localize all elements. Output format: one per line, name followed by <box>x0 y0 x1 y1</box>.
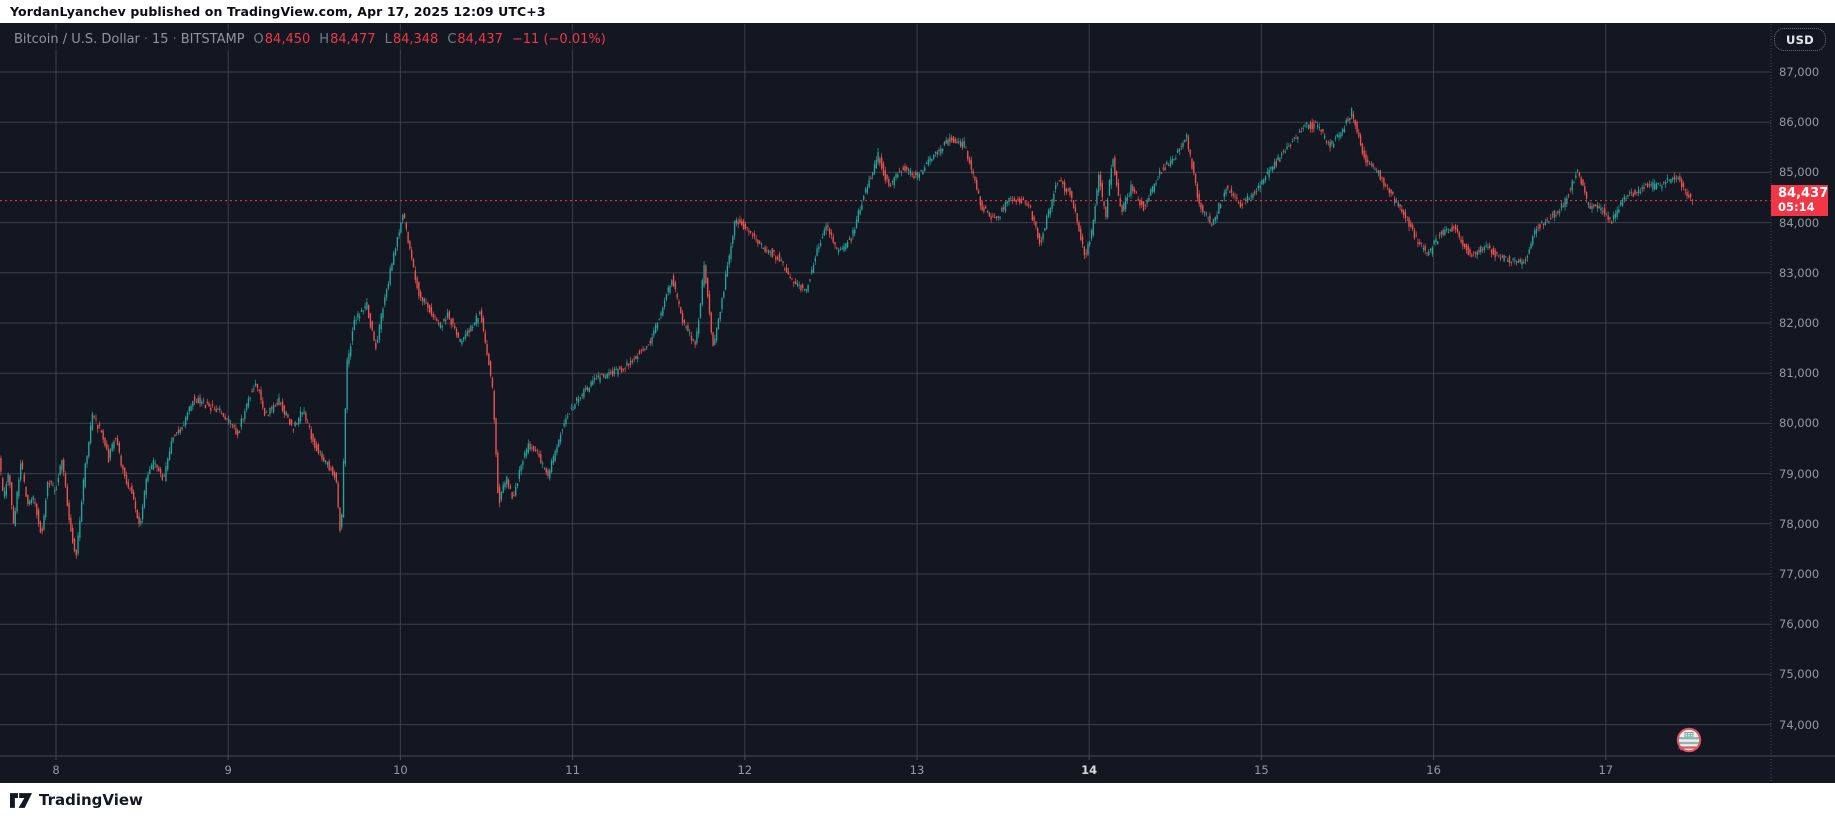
snapshot-footer: TradingView <box>0 783 1835 819</box>
time-tick-label: 13 <box>909 763 925 777</box>
time-tick-label: 17 <box>1598 763 1614 777</box>
currency-usd-button[interactable]: USD <box>1774 28 1826 51</box>
low-value: 84,348 <box>392 32 439 47</box>
open-letter: O <box>253 32 264 47</box>
exchange-label[interactable]: BITSTAMP <box>180 32 245 47</box>
price-tick-label: 86,000 <box>1779 115 1820 130</box>
price-tick-label: 81,000 <box>1779 366 1820 381</box>
time-tick-label: 11 <box>565 763 580 777</box>
legend-separator: · <box>143 32 149 47</box>
tradingview-logo-icon <box>10 792 32 808</box>
time-axis[interactable]: 8 9 10 11 12 13 14 15 16 17 <box>0 756 1835 783</box>
tradingview-wordmark: TradingView <box>39 791 143 809</box>
price-tick-label: 75,000 <box>1779 667 1820 682</box>
time-tick-label: 10 <box>393 763 408 777</box>
price-axis[interactable]: 87,000 86,000 85,000 84,000 83,000 82,000 81,0… <box>1771 23 1835 756</box>
price-tick-label: 78,000 <box>1779 516 1820 531</box>
close-value: 84,437 <box>457 32 503 47</box>
time-tick-label: 12 <box>737 763 753 777</box>
price-tick-label: 74,000 <box>1779 717 1820 732</box>
high-value: 84,477 <box>330 32 376 47</box>
tradingview-brand-link[interactable]: TradingView <box>10 791 143 809</box>
close-letter: C <box>447 32 457 47</box>
price-tick-label: 84,000 <box>1779 215 1820 230</box>
publish-header: YordanLyanchev published on TradingView.… <box>0 0 1835 23</box>
low-letter: L <box>384 32 392 47</box>
chart-area[interactable]: Bitcoin / U.S. Dollar · 15 · BITSTAMP O 84,45… <box>0 23 1835 783</box>
time-tick-label: 16 <box>1426 763 1441 777</box>
high-letter: H <box>319 32 330 47</box>
price-tick-label: 87,000 <box>1779 65 1820 79</box>
last-price-label: 84,437 05:14 <box>1771 185 1828 216</box>
price-tick-label: 80,000 <box>1779 416 1820 431</box>
open-value: 84,450 <box>264 32 311 47</box>
price-tick-label: 76,000 <box>1779 617 1820 632</box>
price-tick-label: 79,000 <box>1779 466 1820 481</box>
publish-attribution-text: YordanLyanchev published on TradingView.… <box>10 4 546 19</box>
time-tick-label: 9 <box>224 763 232 777</box>
bar-countdown: 05:14 <box>1778 200 1815 215</box>
flag-emoji-icon <box>1676 727 1702 753</box>
symbol-title[interactable]: Bitcoin / U.S. Dollar <box>14 32 140 47</box>
price-tick-label: 82,000 <box>1779 316 1820 330</box>
time-tick-label: 15 <box>1254 763 1269 777</box>
last-price-value: 84,437 <box>1778 186 1829 201</box>
interval-label[interactable]: 15 <box>152 32 169 47</box>
price-tick-label: 83,000 <box>1779 265 1820 280</box>
change-value: −11 (−0.01%) <box>511 32 606 47</box>
time-tick-label: 14 <box>1081 763 1098 777</box>
candlestick-plot <box>0 24 1835 783</box>
legend-separator: · <box>172 32 177 47</box>
time-tick-label: 8 <box>52 763 60 777</box>
price-tick-label: 77,000 <box>1779 567 1820 581</box>
symbol-legend[interactable]: Bitcoin / U.S. Dollar · 15 · BITSTAMP O 84,45… <box>8 29 614 50</box>
price-tick-label: 85,000 <box>1779 165 1820 180</box>
